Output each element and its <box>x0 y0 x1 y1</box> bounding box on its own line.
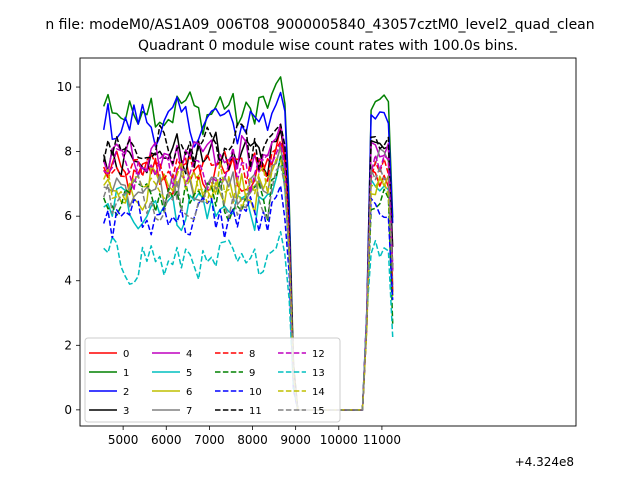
x-tick-label-9000: 9000 <box>280 433 311 447</box>
series-line-14 <box>103 158 394 411</box>
y-tick-label-2: 2 <box>64 338 72 352</box>
x-axis: 5000 6000 7000 8000 9000 10000 11000 <box>108 426 401 447</box>
x-tick-label-11000: 11000 <box>363 433 401 447</box>
legend-label-10: 10 <box>249 387 262 398</box>
legend-label-6: 6 <box>186 387 192 398</box>
legend-label-0: 0 <box>123 349 129 360</box>
y-tick-label-10: 10 <box>57 80 72 94</box>
y-tick-label-4: 4 <box>64 274 72 288</box>
legend-label-13: 13 <box>312 368 325 379</box>
legend-label-4: 4 <box>186 349 192 360</box>
legend-label-11: 11 <box>249 406 262 417</box>
legend-label-8: 8 <box>249 349 255 360</box>
legend-label-12: 12 <box>312 349 325 360</box>
legend-label-15: 15 <box>312 406 325 417</box>
legend-frame <box>84 337 341 423</box>
y-axis: 0 2 4 6 8 10 <box>57 80 80 417</box>
series-line-15 <box>102 164 394 411</box>
series-layer <box>102 76 394 411</box>
legend-label-1: 1 <box>123 368 129 379</box>
legend-label-5: 5 <box>186 368 192 379</box>
y-tick-label-6: 6 <box>64 209 72 223</box>
x-tick-label-8000: 8000 <box>237 433 268 447</box>
legend-label-14: 14 <box>312 387 325 398</box>
x-tick-label-10000: 10000 <box>320 433 358 447</box>
figure-suptitle: n file: modeM0/AS1A09_006T08_9000005840_… <box>45 17 594 33</box>
y-tick-label-8: 8 <box>64 145 72 159</box>
legend-label-9: 9 <box>249 368 255 379</box>
chart-title: Quadrant 0 module wise count rates with … <box>138 38 518 54</box>
legend-label-7: 7 <box>186 406 192 417</box>
x-tick-label-7000: 7000 <box>194 433 225 447</box>
x-tick-label-6000: 6000 <box>151 433 182 447</box>
legend-label-2: 2 <box>123 387 129 398</box>
x-offset-label: +4.324e8 <box>515 455 574 469</box>
axes-frame <box>79 57 577 427</box>
y-tick-label-0: 0 <box>64 403 72 417</box>
x-tick-label-5000: 5000 <box>108 433 139 447</box>
legend-label-3: 3 <box>123 406 129 417</box>
